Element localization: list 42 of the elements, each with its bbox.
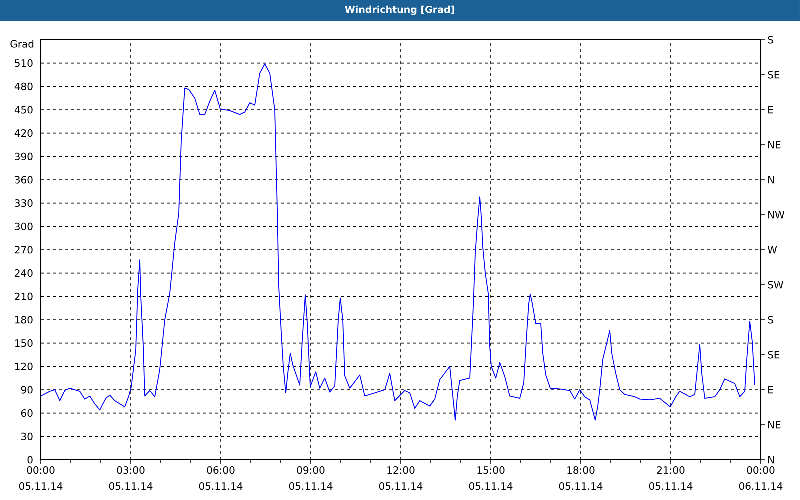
y-tick-label: 480 [14,82,33,90]
y-tick-label: 180 [15,316,33,324]
y-tick-label: 60 [21,410,33,418]
category-label: E [768,106,774,114]
y-tick-label: 300 [15,222,33,230]
y-tick-label: 390 [15,152,33,160]
category-label: SW [768,281,784,289]
x-tick-label: 00:00 05.11.14 [19,466,63,490]
y-tick-label: 450 [14,106,33,114]
x-tick-label: 00:00 06.11.14 [739,466,783,490]
category-label: E [768,386,774,394]
category-label: SE [768,351,780,359]
y-tick-label: 270 [15,246,33,254]
y-tick-label: 420 [14,130,33,138]
category-label: NE [768,141,781,149]
x-tick-label: 06:00 05.11.14 [199,466,243,490]
x-tick-label: 18:00 05.11.14 [559,466,603,490]
y-tick-label: 120 [15,362,33,370]
x-tick-label: 03:00 05.11.14 [109,466,153,490]
category-label: SE [768,71,780,79]
category-label: S [768,316,774,324]
y-tick-label: 150 [15,340,33,348]
category-label: N [768,456,774,464]
category-label: W [768,246,778,254]
x-tick-label: 09:00 05.11.14 [289,466,333,490]
y-tick-label: 210 [15,292,33,300]
category-label: NE [768,421,781,429]
category-label: S [768,36,774,44]
category-label: N [768,176,774,184]
x-tick-label: 21:00 05.11.14 [649,466,693,490]
category-label: NW [768,211,785,219]
y-tick-label: 30 [22,432,33,440]
y-tick-label: 90 [21,386,33,394]
y-tick-label: 240 [15,270,33,278]
y-axis-title: Grad [10,40,34,48]
x-tick-label: 15:00 05.11.14 [469,466,513,490]
y-tick-label: 510 [15,60,33,68]
y-tick-label: 360 [15,176,33,184]
chart-title: Windrichtung [Grad] [345,6,454,16]
x-tick-label: 12:00 05.11.14 [379,466,423,490]
y-tick-label: 330 [15,200,33,208]
y-tick-label: 0 [28,456,33,464]
